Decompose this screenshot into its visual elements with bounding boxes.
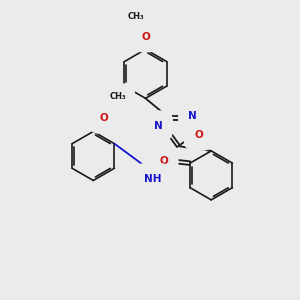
- Text: CH₃: CH₃: [128, 12, 144, 21]
- Text: N: N: [188, 111, 197, 121]
- Text: NH: NH: [144, 174, 161, 184]
- Text: N: N: [154, 121, 163, 131]
- Text: O: O: [159, 156, 168, 166]
- Text: O: O: [99, 113, 108, 123]
- Text: CH₃: CH₃: [110, 92, 127, 101]
- Text: O: O: [194, 130, 203, 140]
- Text: O: O: [141, 32, 150, 42]
